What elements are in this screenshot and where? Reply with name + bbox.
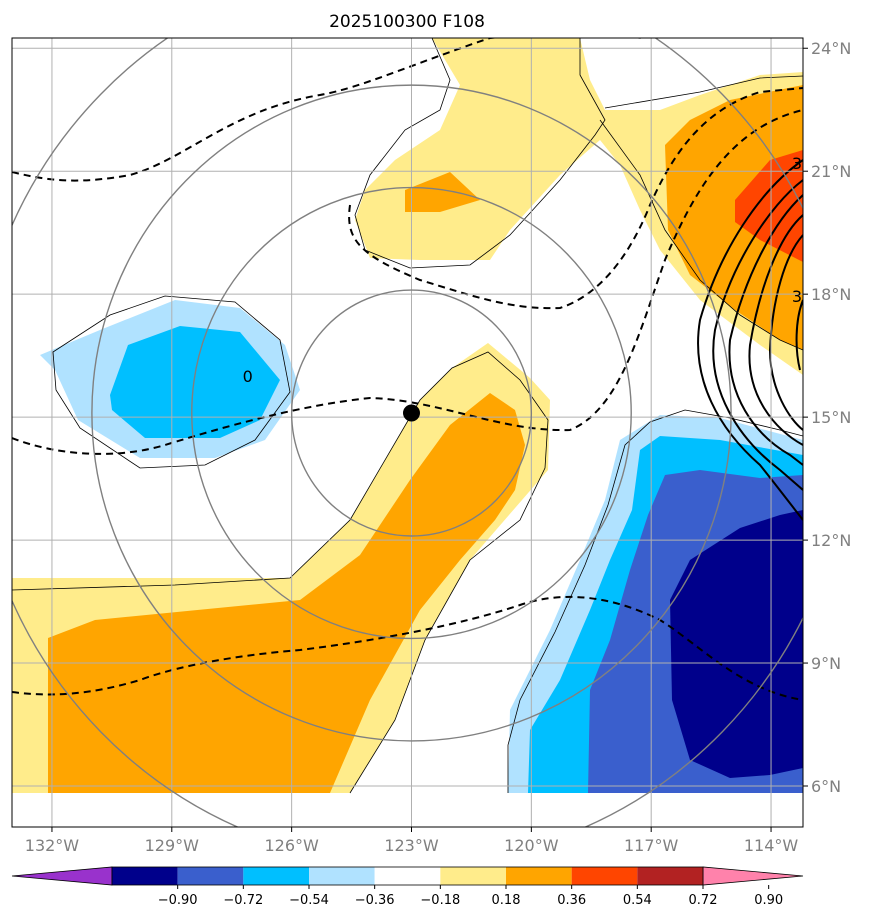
moderate-anomaly-north-blob [405, 172, 480, 212]
outline-southeast [507, 409, 803, 793]
solid-contour-4 [748, 214, 803, 446]
range-ring [290, 289, 533, 537]
map-title: 2025100300 F108 [329, 12, 485, 32]
solid-contour-3 [728, 194, 803, 466]
colorbar-frame [111, 866, 704, 886]
filled-anomaly-fields [12, 38, 803, 793]
colorbar-segment [506, 867, 572, 885]
negative-anomaly-southeast-core [670, 510, 803, 778]
colorbar-extension-low [11, 866, 113, 886]
colorbar-label: −0.36 [355, 893, 395, 908]
gridlines [12, 38, 803, 827]
colorbar-label: −0.18 [420, 893, 460, 908]
x-tick-label: 123°W [384, 836, 439, 855]
y-tick-label: 21°N [811, 162, 851, 181]
solid-contour-1 [697, 159, 803, 521]
range-ring [91, 84, 732, 742]
map-frame [11, 37, 804, 828]
colorbar-label: −0.90 [158, 893, 198, 908]
dashed-contours [12, 38, 803, 701]
y-tick-label: 12°N [811, 531, 851, 550]
colorbar-label: −0.54 [289, 893, 329, 908]
y-tick-label: 24°N [811, 39, 851, 58]
outline-northeast [604, 75, 803, 109]
moderate-anomaly-southwest-band [48, 393, 525, 793]
colorbar-segment [309, 867, 375, 885]
dashed-contour-middle [12, 109, 803, 455]
map-area: 0 3 3 [12, 38, 803, 827]
colorbar-segment [440, 867, 506, 885]
y-tick-label: 18°N [811, 285, 851, 304]
contour-label: 0 [243, 367, 253, 386]
x-axis-ticks: 132°W 129°W 126°W 123°W 120°W 117°W 114°W [25, 827, 799, 855]
colorbar-segment [177, 867, 244, 885]
colorbar-segment [637, 867, 703, 885]
x-tick-label: 129°W [145, 836, 200, 855]
outline-southwest-band [12, 351, 549, 794]
negative-anomaly-west-inner [110, 326, 280, 438]
colorbar-label: 0.54 [623, 893, 652, 908]
colorbar-label: 0.72 [689, 893, 718, 908]
solid-contours-east [697, 159, 803, 521]
dashed-contour-northeast [490, 38, 645, 39]
contour-labels: 0 3 3 [243, 154, 802, 386]
colorbar-segment [571, 867, 638, 885]
colorbar-label: 0.18 [492, 893, 521, 908]
colorbar-segment [243, 867, 309, 885]
solid-contour-2 [712, 179, 803, 491]
solid-contour-6 [795, 299, 803, 371]
y-tick-label: 9°N [811, 654, 841, 673]
outline-north-arm-east [599, 119, 803, 351]
outline-north-arm [354, 38, 606, 269]
y-axis-ticks: 24°N 21°N 18°N 15°N 12°N 9°N 6°N [803, 39, 851, 796]
dashed-contour-north [12, 38, 491, 182]
contour-label: 3 [792, 154, 802, 173]
x-tick-label: 126°W [264, 836, 319, 855]
y-tick-label: 6°N [811, 777, 841, 796]
colorbar-segment [374, 867, 441, 885]
solid-contour-5 [768, 234, 803, 431]
colorbar: −0.90 −0.72 −0.54 −0.36 −0.18 0.18 0.36 0.54 0.7… [11, 866, 804, 908]
colorbar-label: 0.90 [754, 893, 783, 908]
colorbar-label: −0.72 [223, 893, 263, 908]
y-tick-label: 15°N [811, 408, 851, 427]
moderate-anomaly-northeast [665, 85, 803, 350]
x-tick-label: 120°W [504, 836, 559, 855]
thin-outline-contours [12, 38, 803, 794]
range-rings [12, 38, 803, 827]
x-tick-label: 117°W [624, 836, 679, 855]
dashed-contour-south [12, 595, 803, 701]
dashed-contour-north-arm [348, 87, 803, 310]
storm-center-marker [402, 404, 420, 422]
range-ring [191, 186, 632, 640]
x-tick-label: 132°W [25, 836, 80, 855]
x-tick-label: 114°W [744, 836, 799, 855]
contour-label: 3 [792, 287, 802, 306]
colorbar-label: 0.36 [557, 893, 586, 908]
colorbar-segment [112, 867, 178, 885]
colorbar-extension-high [702, 866, 804, 886]
